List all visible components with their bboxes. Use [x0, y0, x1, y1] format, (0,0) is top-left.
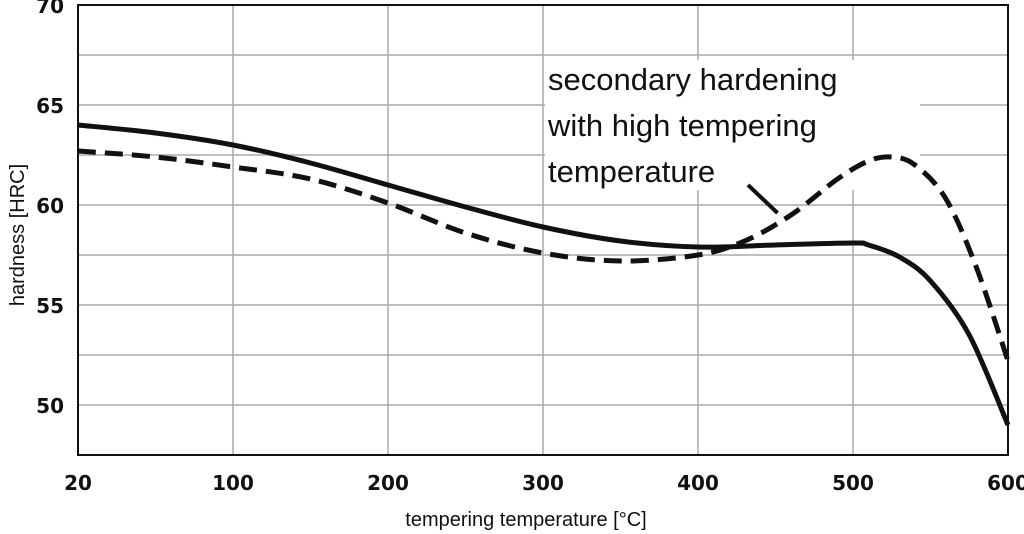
dashed-series-line [77, 148, 1011, 362]
annotation-line-2: with high tempering [547, 108, 817, 143]
y-tick-labels: 50 55 60 65 70 [36, 0, 64, 418]
y-tick-label: 60 [36, 194, 64, 218]
x-tick-label: 300 [522, 471, 564, 495]
annotation-line-1: secondary hardening [548, 62, 838, 97]
y-tick-label: 65 [36, 94, 64, 118]
series-group [77, 122, 1011, 426]
x-tick-labels: 20 100 200 300 400 500 600 [64, 471, 1024, 495]
x-tick-label: 600 [987, 471, 1024, 495]
solid-series-line [77, 122, 1011, 426]
x-tick-label: 100 [212, 471, 254, 495]
x-tick-label: 200 [367, 471, 409, 495]
y-tick-label: 70 [36, 0, 64, 18]
y-axis-label: hardness [HRC] [7, 164, 29, 306]
x-tick-label: 500 [832, 471, 874, 495]
x-tick-label: 20 [64, 471, 92, 495]
annotation-leader-line [746, 183, 779, 215]
y-tick-label: 55 [36, 294, 64, 318]
x-axis-label: tempering temperature [°C] [405, 509, 646, 531]
y-tick-label: 50 [36, 394, 64, 418]
annotation-line-3: temperature [548, 154, 715, 189]
plot-frame [77, 4, 1009, 456]
x-tick-label: 400 [677, 471, 719, 495]
